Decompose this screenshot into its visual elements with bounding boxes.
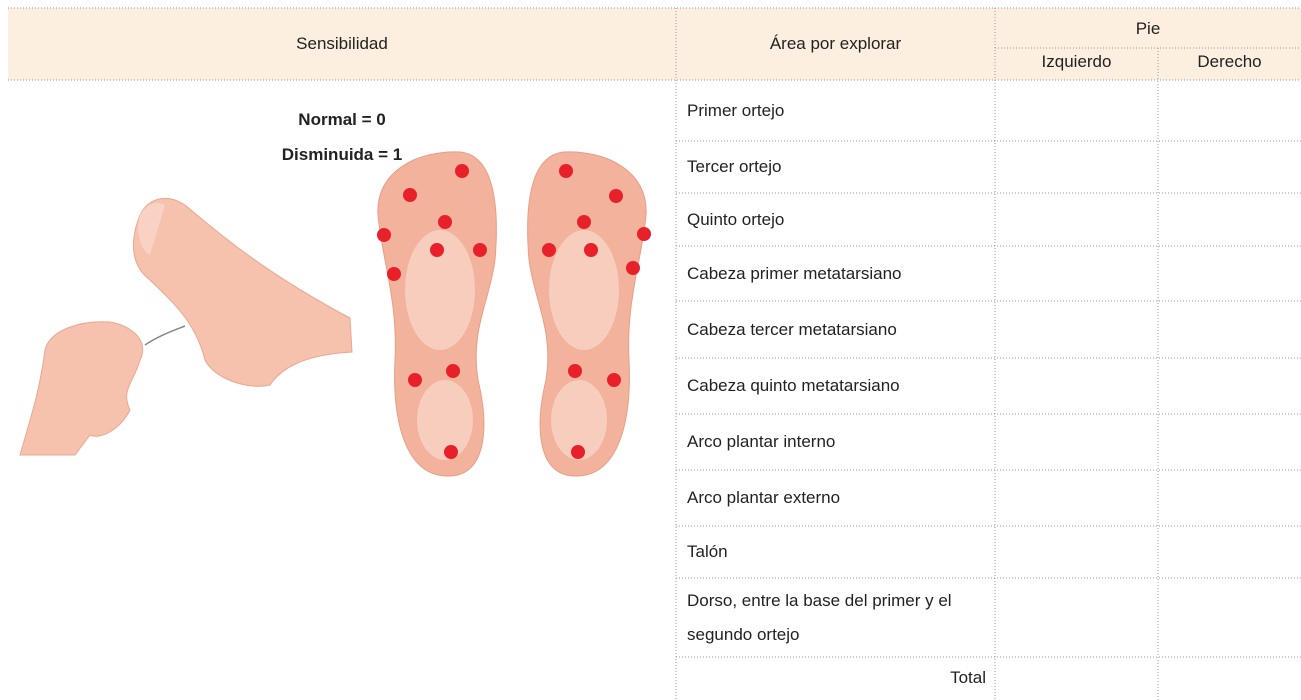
header-pie: Pie <box>1135 19 1161 38</box>
row-label: Talón <box>687 542 728 561</box>
row-label: Cabeza primer metatarsiano <box>687 263 902 283</box>
row-label: Arco plantar externo <box>687 488 841 507</box>
row-label: Quinto ortejo <box>687 209 785 229</box>
header-izquierdo: Izquierdo <box>1041 52 1112 71</box>
grid <box>8 7 1301 700</box>
header-band <box>8 8 1301 80</box>
header-derecho: Derecho <box>1197 52 1262 71</box>
legend-disminuida: Disminuida = 1 <box>281 145 403 164</box>
row-label: Arco plantar interno <box>687 432 836 451</box>
row-label: Cabeza tercer metatarsiano <box>687 319 897 339</box>
row-label: Cabeza quinto metatarsiano <box>687 376 900 395</box>
header-area: Área por explorar <box>769 34 902 53</box>
row-label: Tercer ortejo <box>687 157 782 176</box>
total-label: Total <box>950 668 986 687</box>
row-label: Dorso, entre la base del primer y el seg… <box>687 590 952 644</box>
row-label: Primer ortejo <box>687 100 785 120</box>
legend-normal: Normal = 0 <box>298 110 386 129</box>
header-sensibilidad: Sensibilidad <box>296 34 388 53</box>
